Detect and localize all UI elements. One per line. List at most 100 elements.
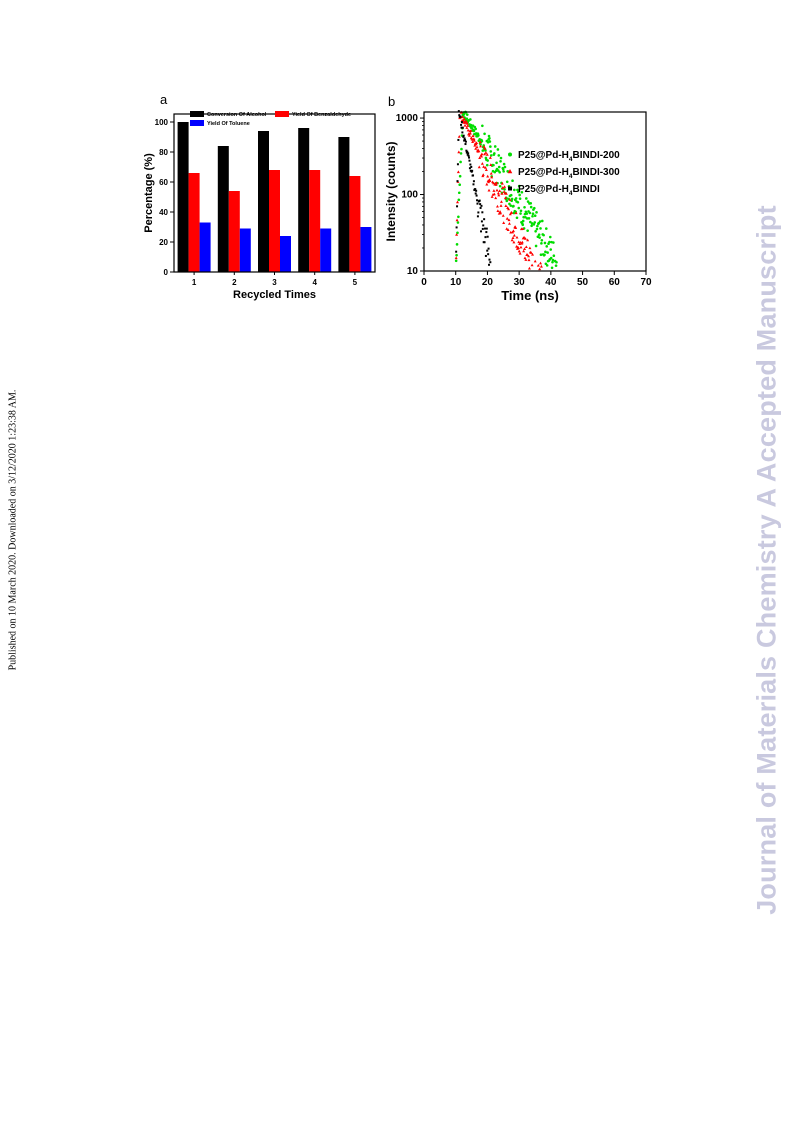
point-series-1 (535, 211, 538, 214)
point-series-1 (523, 205, 526, 209)
point-series-3 (479, 203, 482, 206)
x-tick-label: 0 (421, 277, 427, 288)
point-series-2 (495, 188, 499, 192)
point-series-3 (467, 152, 470, 155)
point-series-1 (531, 214, 534, 218)
point-series-3 (480, 204, 483, 207)
point-series-1 (518, 197, 522, 200)
point-series-2 (466, 124, 470, 127)
y-tick-label: 60 (159, 178, 168, 187)
point-series-2 (510, 211, 514, 214)
point-series-1 (549, 248, 553, 251)
point-series-3 (479, 206, 482, 209)
point-series-1 (481, 149, 485, 152)
point-series-2 (481, 173, 485, 176)
point-series-2 (499, 204, 503, 207)
point-series-3 (472, 183, 475, 186)
point-series-2 (480, 152, 484, 156)
point-series-3 (476, 202, 479, 205)
point-series-2 (511, 236, 515, 239)
scatter-points (454, 110, 558, 271)
point-series-1 (538, 236, 541, 239)
point-series-1 (510, 197, 514, 201)
point-series-2 (496, 191, 500, 195)
point-series-2 (483, 166, 487, 169)
point-series-1 (533, 214, 537, 217)
point-series-2 (522, 235, 526, 239)
point-series-2 (477, 165, 481, 169)
point-series-1 (532, 223, 536, 226)
point-series-2 (483, 152, 487, 156)
point-series-2 (462, 117, 466, 121)
point-series-2 (538, 267, 542, 271)
point-series-3 (486, 235, 489, 238)
point-series-1 (492, 163, 495, 167)
point-series-1 (543, 241, 547, 245)
point-series-1 (526, 200, 530, 203)
x-tick-label: 20 (482, 277, 494, 288)
point-series-2 (465, 126, 469, 129)
legend-label-2: P25@Pd-H4BINDI-300 (518, 167, 620, 180)
panel-label-a: a (160, 92, 168, 107)
x-tick-label: 50 (577, 277, 589, 288)
point-series-1 (497, 154, 501, 157)
legend-marker-3 (508, 186, 512, 191)
point-series-3 (486, 249, 489, 252)
legend-swatch-1 (190, 111, 204, 117)
point-series-1 (518, 193, 521, 197)
point-series-1 (531, 212, 535, 216)
point-series-1 (545, 264, 549, 267)
bar-3-3 (280, 236, 291, 272)
point-series-1 (519, 212, 522, 215)
point-series-1 (456, 221, 460, 224)
bar-1-1 (177, 122, 189, 272)
point-series-2 (507, 222, 511, 225)
point-series-2 (461, 119, 465, 122)
point-series-1 (511, 179, 514, 183)
y-axis-label-b: Intensity (counts) (384, 141, 398, 241)
point-series-1 (533, 206, 536, 210)
point-series-3 (487, 253, 490, 256)
point-series-2 (517, 240, 521, 244)
point-series-1 (517, 206, 521, 210)
point-series-1 (471, 124, 475, 127)
point-series-2 (485, 153, 489, 156)
legend-swatch-3 (190, 120, 204, 126)
point-series-2 (522, 249, 526, 253)
legend-label-1: Conversion Of Alcohol (207, 112, 267, 118)
point-series-3 (456, 205, 459, 208)
legend-marker-1 (508, 152, 512, 157)
point-series-3 (465, 149, 468, 152)
x-tick-label: 3 (272, 278, 277, 287)
point-series-3 (464, 143, 467, 146)
point-series-1 (525, 212, 529, 215)
point-series-1 (550, 266, 554, 270)
point-series-1 (488, 136, 491, 140)
point-series-3 (476, 199, 479, 202)
point-series-1 (454, 259, 458, 263)
point-series-1 (551, 260, 554, 264)
y-tick-label: 40 (159, 208, 168, 217)
point-series-3 (470, 165, 473, 168)
point-series-3 (480, 230, 483, 233)
point-series-2 (482, 165, 486, 168)
point-series-1 (459, 160, 462, 164)
point-series-2 (521, 227, 525, 231)
point-series-1 (470, 126, 474, 130)
point-series-2 (517, 249, 521, 253)
point-series-2 (530, 263, 534, 267)
point-series-1 (509, 193, 513, 197)
point-series-1 (534, 244, 538, 248)
publication-note: Published on 10 March 2020. Downloaded o… (7, 389, 19, 671)
bar-3-4 (320, 228, 332, 272)
point-series-2 (483, 147, 487, 150)
x-tick-label: 1 (192, 278, 197, 287)
panel-label-b: b (388, 94, 395, 109)
point-series-3 (472, 174, 475, 177)
point-series-1 (551, 258, 555, 262)
legend-label-3: Yield Of Toluene (207, 121, 250, 127)
point-series-2 (508, 212, 512, 216)
point-series-1 (517, 190, 520, 194)
point-series-2 (490, 175, 494, 179)
y-tick-label: 0 (164, 268, 169, 277)
